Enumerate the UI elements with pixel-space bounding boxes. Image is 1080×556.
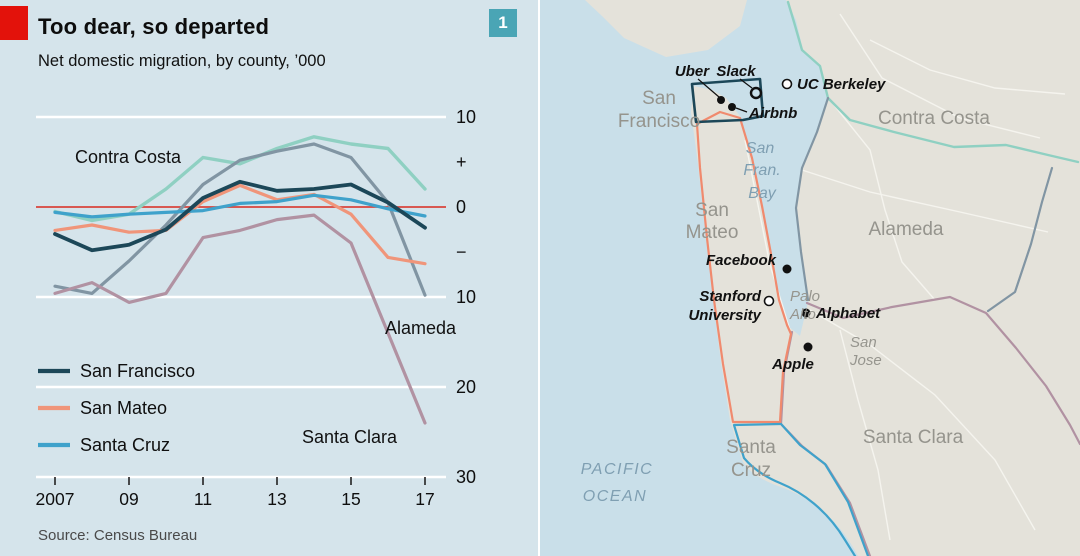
contra-costa-boundary bbox=[786, 0, 1080, 164]
airbnb-marker bbox=[728, 103, 736, 111]
chart-title: Too dear, so departed bbox=[38, 14, 270, 39]
y-tick-label: 10 bbox=[456, 107, 476, 127]
migration-line-chart: 10 +0 − 10 20 30 2007 09 11 13 15 17 Contra Costa Ala… bbox=[36, 107, 477, 509]
inline-label-alameda: Alameda bbox=[385, 318, 457, 338]
economist-red-tab bbox=[0, 6, 28, 40]
bay-area-land bbox=[691, 0, 1080, 556]
uber-marker bbox=[717, 96, 725, 104]
chart-subtitle: Net domestic migration, by county, ’000 bbox=[38, 52, 326, 70]
santa-cruz-boundary bbox=[732, 422, 870, 556]
y-tick-label: + bbox=[456, 152, 467, 172]
palo-alto-label-line2: Alto bbox=[789, 306, 816, 323]
inline-label-santa-clara: Santa Clara bbox=[302, 427, 398, 447]
map-label-san-mateo: San bbox=[695, 200, 729, 221]
x-tick-label: 17 bbox=[415, 489, 434, 509]
san-jose-label-line2: Jose bbox=[849, 352, 882, 369]
series-line-san-mateo bbox=[53, 183, 427, 266]
marin-land bbox=[585, 0, 747, 57]
legend-label-santa-cruz: Santa Cruz bbox=[80, 435, 170, 455]
stanford-label-line1: Stanford bbox=[699, 288, 762, 305]
bay-area-map: San Francisco Contra Costa San Mateo Ala… bbox=[540, 0, 1080, 556]
series-line-santa-clara bbox=[53, 213, 427, 425]
apple-marker bbox=[803, 342, 813, 352]
map-label-santa-cruz: Santa bbox=[726, 437, 776, 458]
san-francisco-boundary bbox=[690, 77, 765, 124]
map-label-san-francisco-county: San bbox=[642, 88, 676, 109]
y-tick-label: 20 bbox=[456, 377, 476, 397]
alphabet-label: Alphabet bbox=[815, 305, 881, 322]
ocean-label-line2: OCEAN bbox=[583, 488, 647, 505]
y-tick-label: 30 bbox=[456, 467, 476, 487]
series-line-alameda bbox=[53, 142, 427, 297]
map-panel: San Francisco Contra Costa San Mateo Ala… bbox=[540, 0, 1080, 556]
x-tick-label: 13 bbox=[267, 489, 286, 509]
slack-marker bbox=[749, 86, 763, 100]
uber-label: Uber bbox=[675, 63, 710, 80]
map-label-santa-clara: Santa Clara bbox=[863, 427, 964, 448]
uc-berkeley-marker bbox=[781, 78, 793, 90]
bay-label-line1: San bbox=[746, 140, 775, 157]
slack-label: Slack bbox=[716, 63, 756, 80]
figure-number-badge: 1 bbox=[489, 9, 517, 37]
y-tick-label: 0 bbox=[456, 197, 466, 217]
palo-alto-label-line1: Palo bbox=[790, 288, 820, 305]
x-tick-label: 15 bbox=[341, 489, 360, 509]
stanford-label-line2: University bbox=[688, 307, 761, 324]
ocean-label-line1: PACIFIC bbox=[581, 461, 653, 478]
map-label-alameda: Alameda bbox=[869, 219, 944, 240]
leader-lines bbox=[697, 78, 753, 113]
uc-berkeley-label: UC Berkeley bbox=[797, 76, 886, 93]
series-line-santa-cruz bbox=[53, 193, 427, 219]
x-tick-label: 11 bbox=[194, 489, 212, 509]
map-label-san-francisco-county-2: Francisco bbox=[618, 111, 700, 132]
facebook-label: Facebook bbox=[706, 252, 777, 269]
y-tick-label: 10 bbox=[456, 287, 476, 307]
map-label-san-mateo-2: Mateo bbox=[686, 222, 739, 243]
roads bbox=[744, 13, 1066, 541]
source-note: Source: Census Bureau bbox=[38, 527, 198, 544]
san-mateo-boundary bbox=[695, 110, 793, 424]
panel-divider bbox=[538, 0, 541, 556]
airbnb-label: Airbnb bbox=[748, 105, 797, 122]
map-label-contra-costa: Contra Costa bbox=[878, 108, 990, 129]
map-label-santa-cruz-2: Cruz bbox=[731, 460, 771, 481]
inline-label-contra-costa: Contra Costa bbox=[75, 147, 182, 167]
x-tick-label: 2007 bbox=[36, 489, 75, 509]
legend-label-san-francisco: San Francisco bbox=[80, 361, 195, 381]
x-tick-label: 09 bbox=[119, 489, 138, 509]
alameda-boundary bbox=[794, 96, 1054, 313]
chart-panel: Too dear, so departed Net domestic migra… bbox=[0, 6, 517, 544]
apple-label: Apple bbox=[771, 356, 814, 373]
series-line-san-francisco bbox=[53, 179, 427, 253]
facebook-marker bbox=[782, 264, 792, 274]
alphabet-marker bbox=[801, 308, 811, 318]
san-jose-label-line1: San bbox=[850, 334, 877, 351]
bay-label-line2: Fran. bbox=[743, 162, 780, 179]
legend-label-san-mateo: San Mateo bbox=[80, 398, 167, 418]
stanford-marker bbox=[763, 295, 775, 307]
y-tick-label: − bbox=[456, 242, 467, 262]
bay-label-line3: Bay bbox=[748, 185, 777, 202]
place-markers bbox=[717, 78, 813, 352]
